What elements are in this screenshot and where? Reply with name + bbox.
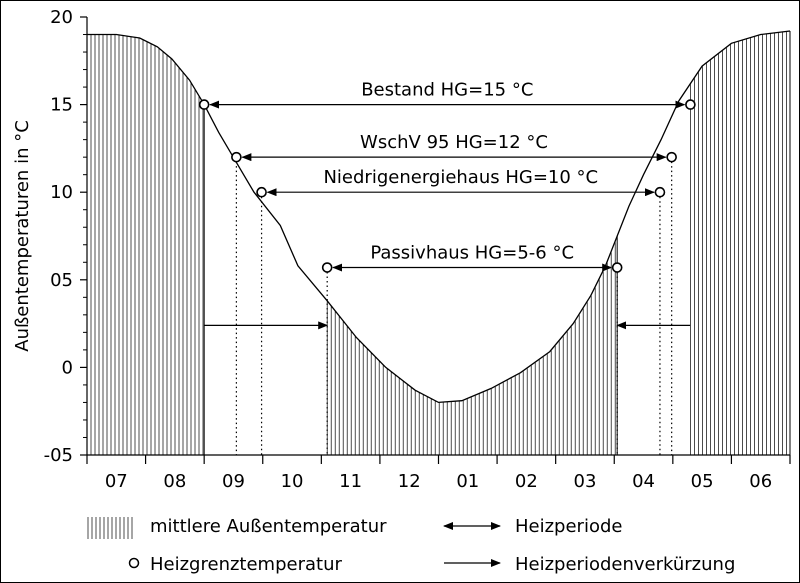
legend-double-arrow-label: Heizperiode (515, 516, 622, 537)
heating-limit-point (685, 99, 696, 110)
heating-period-label: WschV 95 HG=12 °C (360, 132, 548, 153)
legend-single-arrow-label: Heizperiodenverkürzung (515, 554, 735, 575)
x-tick-label: 09 (222, 471, 245, 492)
heating-period-label: Niedrigenergiehaus HG=10 °C (323, 167, 598, 188)
x-tick-label: 04 (632, 471, 655, 492)
y-axis-ticks: 20 15 10 05 0 -05 (44, 7, 87, 466)
x-tick-label: 05 (691, 471, 714, 492)
heating-limit-point (611, 262, 623, 273)
y-tick-label: 15 (50, 95, 73, 116)
heating-limit-point (256, 186, 267, 198)
heating-period-label: Passivhaus HG=5-6 °C (370, 243, 574, 264)
heating-limit-point (231, 151, 242, 163)
x-tick-label: 07 (105, 471, 128, 492)
mean-temperature-area (86, 31, 791, 455)
x-tick-label: 10 (281, 471, 304, 492)
x-tick-label: 08 (163, 471, 186, 492)
y-tick-label: -05 (44, 445, 73, 466)
legend-area-swatch (87, 517, 133, 539)
legend-area-label: mittlere Außentemperatur (150, 516, 387, 537)
x-tick-label: 03 (574, 471, 597, 492)
legend-circle-icon (128, 557, 140, 569)
heating-limit-point (666, 151, 677, 163)
x-tick-label: 02 (515, 471, 538, 492)
heating-period-label: Bestand HG=15 °C (361, 80, 533, 101)
heating-limit-dropdowns (235, 157, 673, 455)
y-tick-label: 0 (62, 357, 73, 378)
y-tick-label: 05 (50, 270, 73, 291)
y-tick-label: 10 (50, 182, 73, 203)
heating-limit-point (654, 186, 666, 198)
mean-temperature-curve (87, 30, 791, 404)
x-tick-label: 11 (339, 471, 362, 492)
heating-period-arrows: Bestand HG=15 °C WschV 95 HG=12 °C Niedrig… (204, 80, 691, 330)
heating-limit-point (198, 99, 210, 110)
legend: mittlere Außentemperatur Heizgrenztemper… (87, 516, 735, 575)
x-tick-label: 01 (456, 471, 479, 492)
legend-circle-label: Heizgrenztemperatur (150, 554, 342, 575)
y-tick-label: 20 (50, 7, 73, 28)
y-axis-label: Außentemperaturen in °C (12, 120, 33, 352)
heating-limit-points (198, 99, 696, 273)
heating-limit-point (321, 262, 333, 273)
x-tick-label: 12 (398, 471, 421, 492)
x-axis-ticks: 07 08 09 10 11 12 01 02 03 04 05 06 (86, 455, 791, 492)
x-tick-label: 06 (749, 471, 772, 492)
